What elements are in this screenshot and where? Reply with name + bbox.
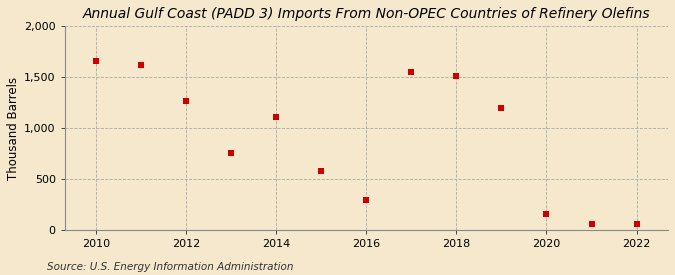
Point: [316, 169, 327, 174]
Point: [136, 63, 146, 67]
Y-axis label: Thousand Barrels: Thousand Barrels: [7, 76, 20, 180]
Point: [226, 151, 237, 156]
Title: Annual Gulf Coast (PADD 3) Imports From Non-OPEC Countries of Refinery Olefins: Annual Gulf Coast (PADD 3) Imports From …: [82, 7, 650, 21]
Point: [406, 69, 417, 74]
Point: [181, 98, 192, 103]
Point: [586, 221, 597, 226]
Point: [361, 198, 372, 202]
Point: [631, 221, 642, 226]
Point: [91, 59, 102, 63]
Text: Source: U.S. Energy Information Administration: Source: U.S. Energy Information Administ…: [47, 262, 294, 272]
Point: [451, 74, 462, 78]
Point: [541, 212, 552, 216]
Point: [271, 115, 281, 120]
Point: [496, 106, 507, 110]
